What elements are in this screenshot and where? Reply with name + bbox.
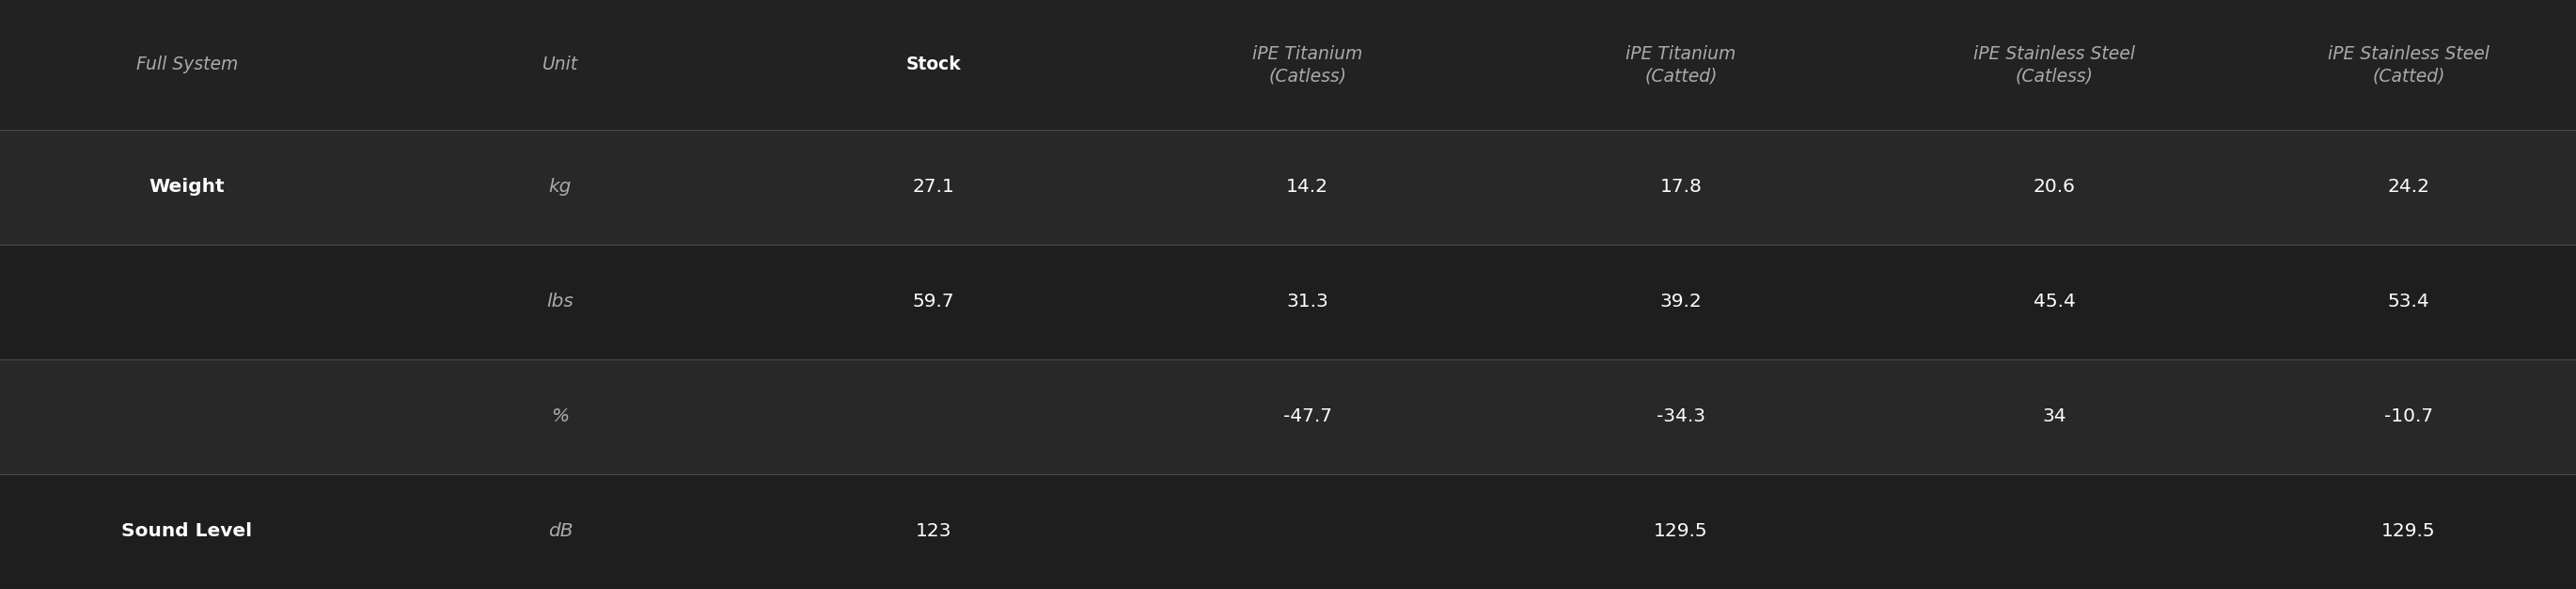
Bar <box>0 244 2576 359</box>
Text: Unit: Unit <box>544 56 577 74</box>
Text: 27.1: 27.1 <box>912 178 956 196</box>
Text: Stock: Stock <box>907 56 961 74</box>
Text: iPE Stainless Steel
(Catted): iPE Stainless Steel (Catted) <box>2329 45 2488 85</box>
Text: -47.7: -47.7 <box>1283 408 1332 426</box>
Text: 59.7: 59.7 <box>912 293 956 311</box>
Text: 129.5: 129.5 <box>2380 522 2437 541</box>
Text: 24.2: 24.2 <box>2388 178 2429 196</box>
Text: kg: kg <box>549 178 572 196</box>
Text: 39.2: 39.2 <box>1659 293 1703 311</box>
Text: 45.4: 45.4 <box>2032 293 2076 311</box>
Text: iPE Titanium
(Catted): iPE Titanium (Catted) <box>1625 45 1736 85</box>
Text: iPE Stainless Steel
(Catless): iPE Stainless Steel (Catless) <box>1973 45 2136 85</box>
Text: 14.2: 14.2 <box>1285 178 1329 196</box>
Text: Weight: Weight <box>149 178 224 196</box>
Text: lbs: lbs <box>546 293 574 311</box>
Text: 34: 34 <box>2043 408 2066 426</box>
Text: Full System: Full System <box>137 56 237 74</box>
Text: 20.6: 20.6 <box>2032 178 2076 196</box>
Text: 31.3: 31.3 <box>1285 293 1329 311</box>
Text: 129.5: 129.5 <box>1654 522 1708 541</box>
Text: dB: dB <box>549 522 572 541</box>
Text: 17.8: 17.8 <box>1659 178 1703 196</box>
Bar <box>0 0 2576 130</box>
Text: iPE Titanium
(Catless): iPE Titanium (Catless) <box>1252 45 1363 85</box>
Text: -10.7: -10.7 <box>2383 408 2434 426</box>
Text: Sound Level: Sound Level <box>121 522 252 541</box>
Text: 123: 123 <box>914 522 953 541</box>
Bar <box>0 359 2576 474</box>
Text: -34.3: -34.3 <box>1656 408 1705 426</box>
Text: 53.4: 53.4 <box>2388 293 2429 311</box>
Bar <box>0 474 2576 589</box>
Bar <box>0 130 2576 244</box>
Text: %: % <box>551 408 569 426</box>
